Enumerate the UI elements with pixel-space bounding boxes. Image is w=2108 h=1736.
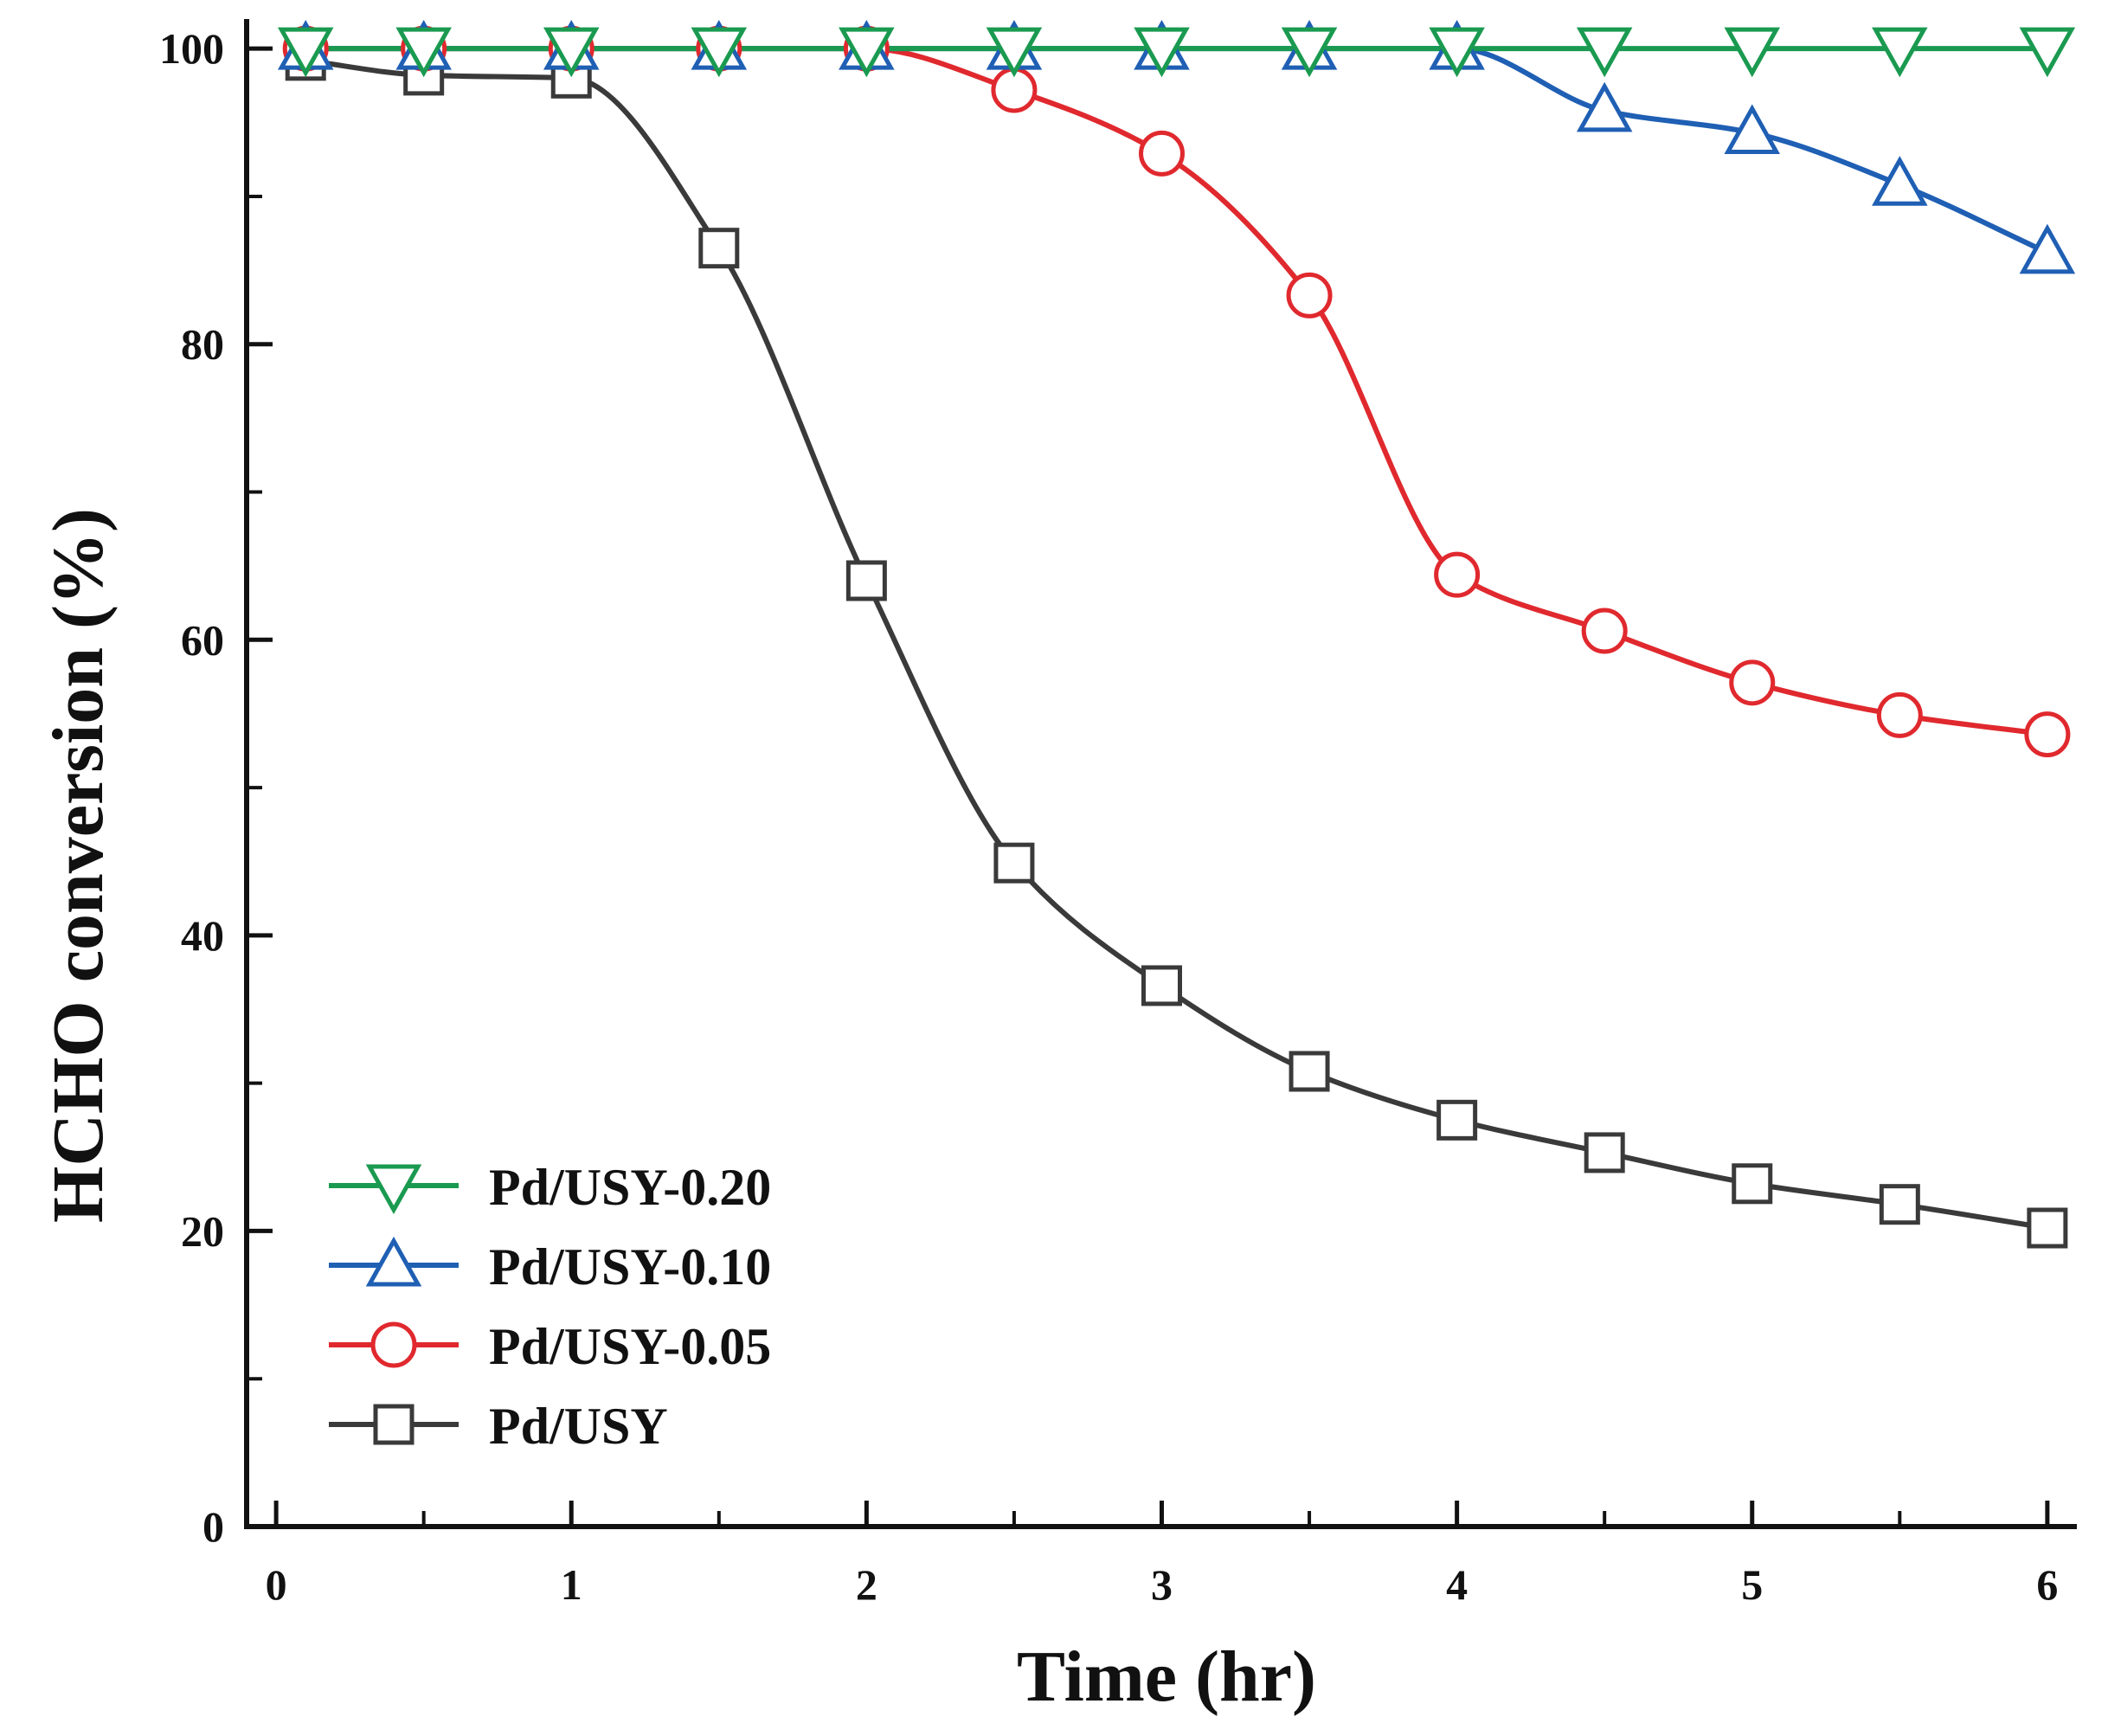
series-0-point-3 — [691, 27, 748, 78]
y-tick-label: 80 — [181, 320, 224, 369]
series-2-point-12 — [2024, 711, 2071, 758]
series-0-point-10 — [1724, 27, 1781, 78]
series-0-point-8 — [1429, 27, 1485, 78]
legend-label-3: Pd/USY — [489, 1398, 668, 1455]
legend-marker-3 — [373, 1404, 415, 1445]
series-0-point-4 — [839, 27, 895, 78]
y-tick-label: 20 — [181, 1206, 224, 1255]
y-tick-label: 40 — [181, 911, 224, 960]
series-3-point-7 — [1289, 1051, 1330, 1092]
series-1-point-12 — [2019, 223, 2076, 274]
y-tick-label: 100 — [159, 24, 224, 73]
series-2-point-7 — [1286, 272, 1333, 318]
x-tick-label: 4 — [1446, 1560, 1468, 1609]
legend-label-2: Pd/USY-0.05 — [489, 1318, 771, 1375]
x-tick-label: 1 — [561, 1560, 582, 1609]
curves-layer — [303, 46, 2050, 1231]
markers-layer — [277, 20, 2076, 1249]
series-1-point-11 — [1872, 156, 1928, 206]
legend: Pd/USY-0.20 Pd/USY-0.10 Pd/USY-0.05 Pd/USY — [329, 1159, 771, 1455]
legend-label-1: Pd/USY-0.10 — [489, 1238, 771, 1296]
series-0-point-12 — [2019, 27, 2076, 78]
series-0-point-0 — [277, 27, 334, 78]
legend-label-0: Pd/USY-0.20 — [489, 1159, 771, 1216]
series-0-point-9 — [1576, 27, 1633, 78]
x-axis-label: Time (hr) — [1017, 1636, 1316, 1717]
axes-layer — [244, 19, 2077, 1529]
series-3-point-5 — [993, 842, 1035, 884]
y-tick-label: 60 — [181, 615, 224, 664]
series-0-point-5 — [986, 27, 1043, 78]
series-0-point-11 — [1872, 27, 1928, 78]
series-0-point-7 — [1281, 27, 1338, 78]
x-tick-label: 6 — [2036, 1560, 2058, 1609]
y-axis-label: HCHO conversion (%) — [38, 508, 119, 1223]
x-tick-label: 0 — [266, 1560, 287, 1609]
legend-marker-0 — [365, 1164, 422, 1215]
series-0-point-2 — [543, 27, 600, 78]
series-3-point-11 — [1879, 1184, 1920, 1225]
x-tick-label: 3 — [1151, 1560, 1173, 1609]
series-3-point-12 — [2027, 1207, 2068, 1249]
series-3-point-6 — [1141, 965, 1182, 1006]
x-tick-label: 5 — [1741, 1560, 1763, 1609]
series-2-point-6 — [1139, 130, 1185, 177]
series-3-point-10 — [1732, 1163, 1773, 1205]
legend-marker-2 — [370, 1321, 417, 1368]
series-3-point-4 — [845, 560, 887, 601]
series-0-point-6 — [1134, 27, 1190, 78]
series-3-point-8 — [1436, 1099, 1478, 1141]
series-3-point-9 — [1584, 1132, 1625, 1173]
series-1-point-9 — [1576, 81, 1633, 132]
series-3-point-3 — [698, 228, 740, 269]
series-line-3 — [303, 57, 2050, 1231]
y-tick-label: 0 — [202, 1502, 224, 1551]
series-0-point-1 — [395, 27, 452, 78]
x-tick-label: 2 — [856, 1560, 877, 1609]
series-2-point-11 — [1876, 691, 1923, 738]
series-1-point-10 — [1724, 104, 1781, 155]
series-2-point-9 — [1581, 608, 1628, 654]
legend-marker-1 — [365, 1236, 422, 1287]
series-2-point-8 — [1434, 551, 1481, 598]
series-2-point-10 — [1729, 659, 1776, 706]
